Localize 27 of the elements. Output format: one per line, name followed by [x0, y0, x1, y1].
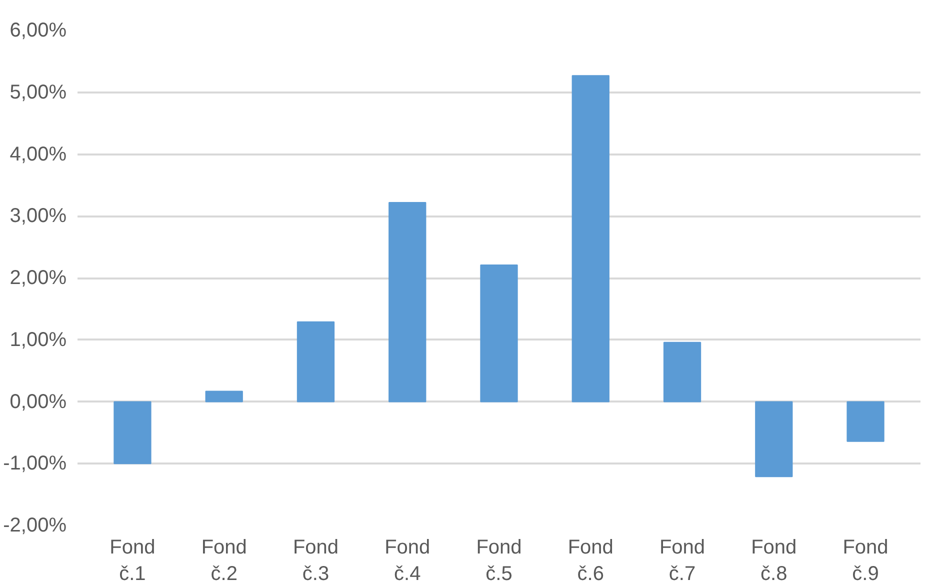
- y-tick-label: 2,00%: [10, 267, 67, 289]
- y-tick-label: 0,00%: [10, 390, 67, 413]
- x-tick-label: Fond č.9: [842, 536, 888, 585]
- bar: [846, 401, 884, 442]
- y-tick-label: 1,00%: [10, 328, 67, 351]
- x-tick-label: Fond č.3: [292, 536, 339, 585]
- x-tick-label: Fond č.2: [201, 536, 247, 585]
- x-tick-label: Fond č.6: [568, 536, 614, 585]
- y-tick-label: 6,00%: [10, 20, 67, 42]
- x-tick-label: Fond č.7: [659, 536, 706, 585]
- bar: [480, 264, 518, 402]
- bar: [572, 75, 610, 402]
- bar: [663, 342, 702, 402]
- bar: [114, 401, 152, 464]
- y-tick-label: -1,00%: [3, 452, 67, 475]
- y-tick-label: -2,00%: [3, 514, 67, 536]
- x-tick-label: Fond č.5: [476, 536, 522, 585]
- x-tick-label: Fond č.4: [384, 536, 430, 585]
- y-tick-label: 5,00%: [10, 81, 67, 104]
- bar: [296, 321, 335, 402]
- y-tick-label: 4,00%: [10, 143, 67, 166]
- bar: [388, 202, 426, 402]
- x-tick-label: Fond č.1: [110, 536, 156, 585]
- bar: [755, 401, 793, 478]
- y-tick-label: 3,00%: [10, 205, 67, 228]
- bar: [205, 390, 243, 402]
- x-tick-label: Fond č.8: [751, 536, 797, 585]
